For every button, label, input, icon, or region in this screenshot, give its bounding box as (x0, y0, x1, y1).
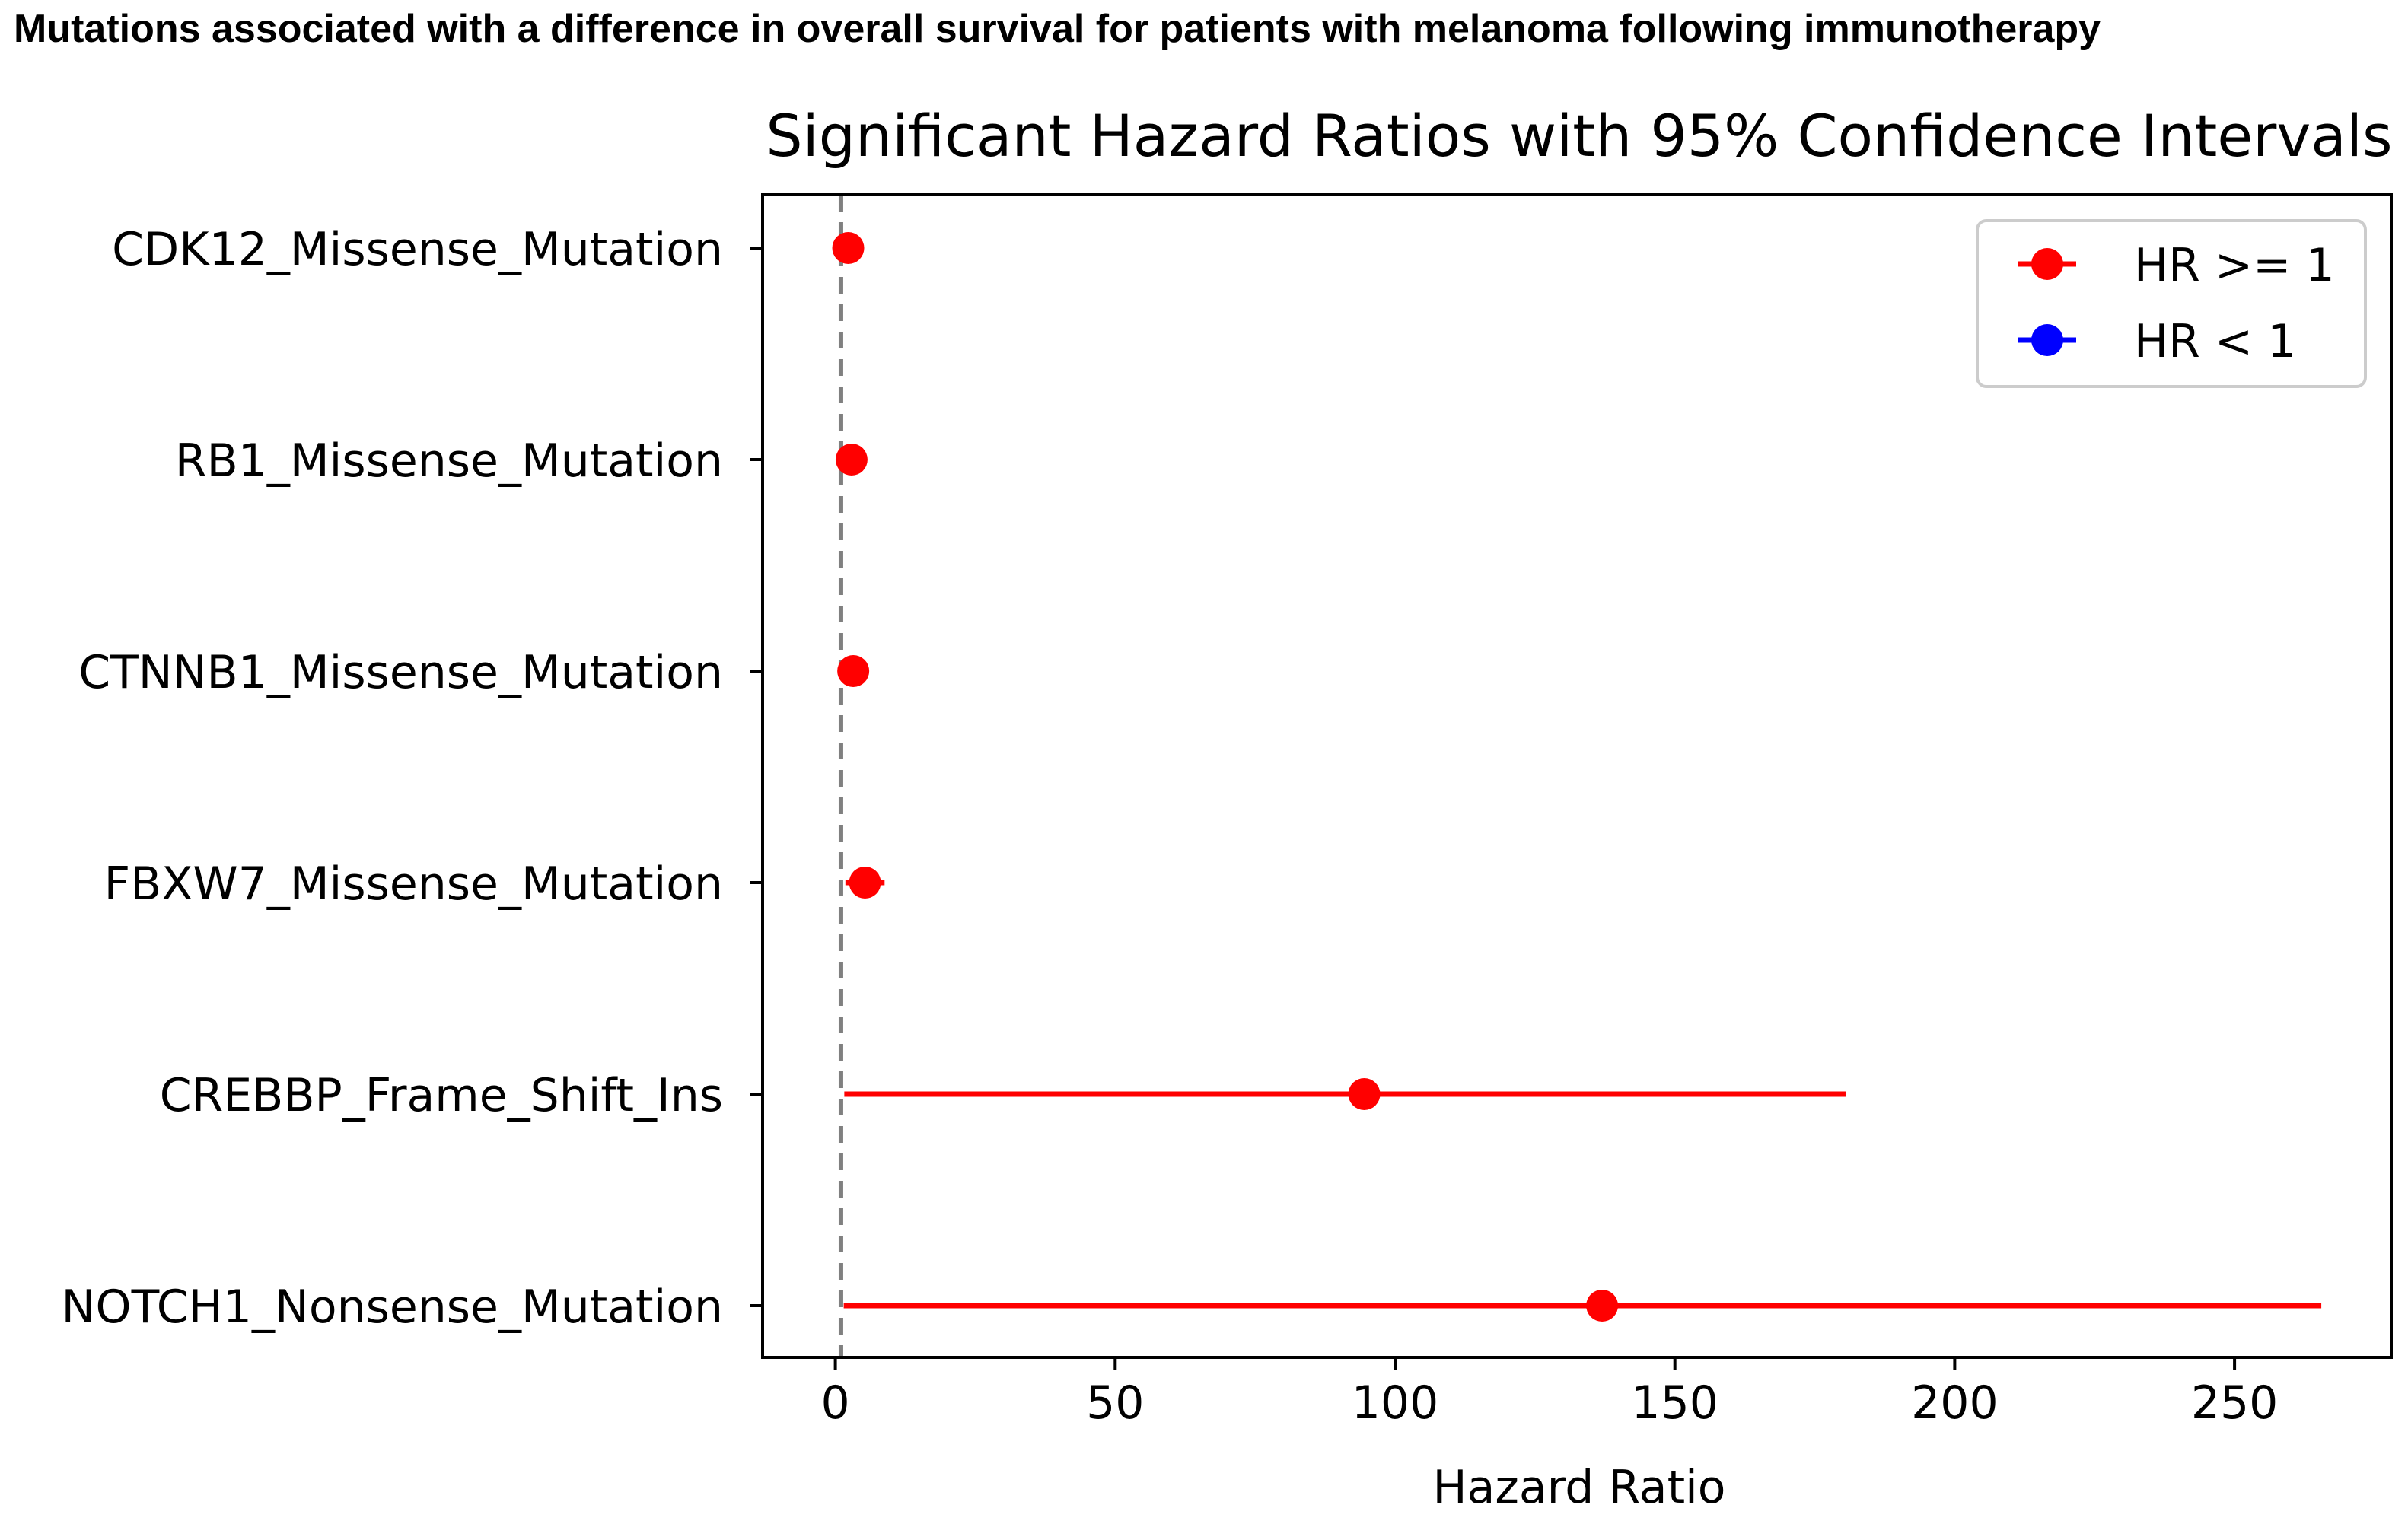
figure-title: Mutations associated with a difference i… (14, 7, 2101, 51)
x-axis-label: Hazard Ratio (1433, 1461, 1726, 1514)
y-tick-label: CTNNB1_Missense_Mutation (78, 646, 723, 699)
chart-title: Significant Hazard Ratios with 95% Confi… (766, 102, 2392, 170)
x-tick-label: 250 (2191, 1376, 2279, 1430)
x-tick-label: 150 (1631, 1376, 1718, 1430)
x-tick-label: 200 (1911, 1376, 1999, 1430)
legend-marker (2031, 248, 2063, 280)
hr-point (849, 867, 881, 899)
y-tick-label: CREBBP_Frame_Shift_Ins (160, 1069, 723, 1122)
legend-label: HR >= 1 (2134, 239, 2335, 292)
hr-point (837, 655, 870, 687)
x-tick-label: 0 (821, 1376, 850, 1430)
y-tick-label: FBXW7_Missense_Mutation (104, 857, 723, 911)
legend-label: HR < 1 (2134, 315, 2296, 368)
hr-point (832, 232, 865, 264)
y-tick-label: NOTCH1_Nonsense_Mutation (62, 1281, 723, 1334)
y-tick-label: RB1_Missense_Mutation (175, 434, 723, 488)
legend: HR >= 1 HR < 1 (1976, 219, 2367, 388)
plot-area-frame (761, 193, 2393, 1359)
x-tick-label: 100 (1352, 1376, 1439, 1430)
y-tick-label: CDK12_Missense_Mutation (112, 223, 723, 276)
x-tick-label: 50 (1086, 1376, 1144, 1430)
hr-point (1348, 1078, 1381, 1110)
hr-point (835, 444, 868, 476)
hr-point (1586, 1290, 1619, 1322)
legend-marker (2031, 324, 2063, 356)
